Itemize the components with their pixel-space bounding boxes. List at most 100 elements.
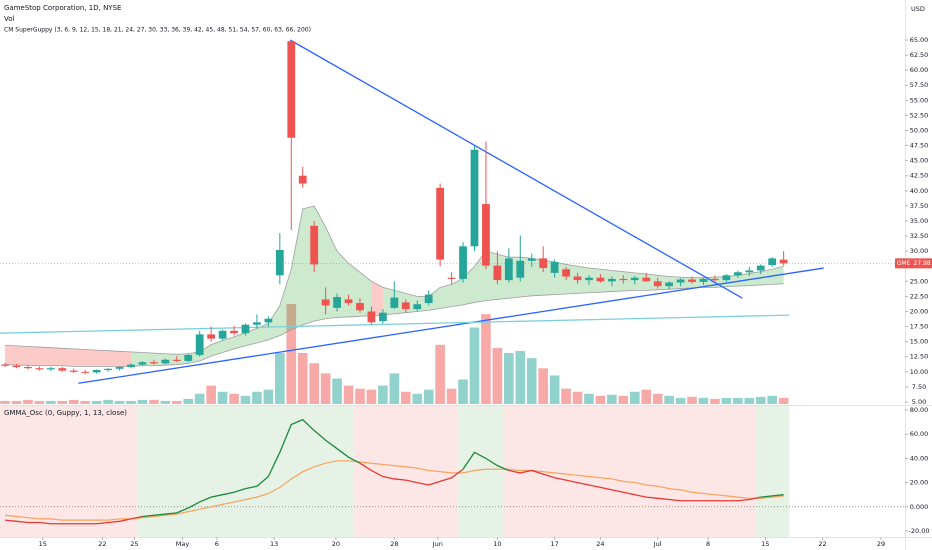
volume-bar	[91, 400, 102, 404]
candle-body	[482, 204, 490, 266]
x-tick-label: May	[176, 540, 190, 548]
y-tick-label: 40.00	[910, 187, 929, 195]
ribbon-band	[611, 270, 624, 292]
ribbon-band	[39, 347, 51, 366]
volume-bar	[57, 400, 68, 404]
y-tick-label: 7.50	[912, 383, 926, 391]
volume-bar	[68, 399, 79, 404]
candle-body	[779, 259, 788, 264]
oscillator-background	[136, 406, 355, 537]
ribbon-band	[634, 272, 647, 291]
candle-body	[642, 277, 651, 282]
volume-bar	[0, 400, 10, 404]
volume-bar	[526, 358, 537, 404]
x-tick-label: 20	[332, 540, 340, 548]
ribbon-band	[623, 271, 635, 291]
y-tick-label: 42.50	[910, 172, 929, 180]
y-tick-label: 80.00	[910, 406, 929, 414]
ribbon-band	[440, 284, 452, 309]
volume-bar	[160, 400, 171, 404]
candle-body	[1, 364, 9, 366]
ribbon-band	[371, 281, 383, 316]
volume-bar	[137, 399, 148, 404]
plot-layer: 15 22 25 May 6 13 20 28 Jun 10 17 24 Jul 8 15 22 29 5.00 7…	[0, 36, 932, 548]
fast-line	[760, 494, 784, 498]
y-tick-label: 22.50	[910, 292, 929, 300]
volume-bar	[504, 352, 514, 404]
candle-body	[756, 265, 765, 271]
candle-body	[768, 258, 777, 266]
ribbon-band	[588, 268, 601, 293]
volume-bar	[423, 389, 434, 404]
volume-bar	[664, 395, 674, 404]
candle-body	[81, 371, 90, 373]
volume-bar	[435, 344, 445, 404]
candle-body	[298, 175, 307, 184]
volume-bar	[469, 327, 480, 404]
volume-bar	[46, 400, 56, 404]
volume-bar	[171, 400, 182, 404]
y-tick-label: 60.00	[910, 430, 929, 438]
candle-body	[722, 275, 731, 281]
candle-body	[344, 299, 353, 304]
ribbon-band	[211, 340, 223, 357]
volume-bar	[515, 350, 526, 404]
volume-bar	[263, 389, 274, 404]
y-tick-label: 32.50	[910, 232, 929, 240]
symbol-tag	[895, 258, 912, 269]
candle-body	[390, 297, 399, 308]
y-tick-label: 5.00	[912, 398, 926, 406]
volume-bar	[412, 393, 423, 404]
fast-line	[359, 462, 464, 486]
candle-body	[184, 354, 193, 361]
fast-line	[462, 451, 510, 472]
candle-body	[367, 311, 376, 323]
candle-body	[275, 249, 284, 276]
y-tick-label: 20.00	[910, 307, 929, 315]
fast-line	[508, 469, 761, 502]
y-tick-label: -20.00	[909, 527, 930, 535]
volume-bar	[629, 391, 640, 404]
volume-bar	[343, 385, 354, 404]
volume-bar	[34, 400, 45, 404]
volume-bar	[332, 378, 342, 404]
oscillator-background	[457, 406, 504, 537]
candle-body	[607, 278, 616, 282]
volume-bar	[389, 373, 400, 404]
ribbon-band	[50, 347, 63, 366]
volume-bar	[744, 397, 755, 404]
oscillator-title: GMMA_Osc (0, Guppy, 1, 13, close)	[4, 409, 127, 417]
candle-body	[733, 272, 742, 276]
candle-body	[230, 330, 238, 334]
volume-bar	[286, 304, 297, 404]
volume-bar	[481, 314, 491, 404]
ribbon-band	[428, 287, 441, 311]
candle-body	[699, 278, 708, 282]
last-price-tag	[912, 258, 932, 269]
volume-bar	[297, 352, 308, 404]
currency-label: USD	[911, 5, 925, 13]
ribbon-band	[153, 353, 166, 366]
candle-body	[138, 362, 147, 365]
x-tick-label: 17	[550, 540, 558, 548]
candle-body	[504, 258, 513, 281]
ribbon-band	[279, 269, 292, 336]
candle-body	[630, 277, 639, 281]
volume-bar	[687, 396, 697, 404]
volume-bar	[366, 389, 377, 404]
x-tick-label: Jul	[653, 540, 662, 548]
y-tick-label: 57.50	[910, 81, 929, 89]
x-tick-label: 25	[130, 540, 138, 548]
volume-bar	[126, 400, 136, 404]
volume-bar	[458, 379, 468, 404]
oscillator-background	[0, 406, 137, 537]
oscillator-background	[755, 406, 790, 537]
ribbon-band	[199, 344, 212, 361]
candle-body	[493, 265, 502, 281]
candle-body	[596, 277, 605, 282]
volume-bar	[595, 395, 606, 404]
volume-bar	[252, 391, 262, 404]
volume-bar	[309, 363, 319, 404]
x-tick-label: 10	[493, 540, 501, 548]
candle-body	[436, 187, 445, 260]
